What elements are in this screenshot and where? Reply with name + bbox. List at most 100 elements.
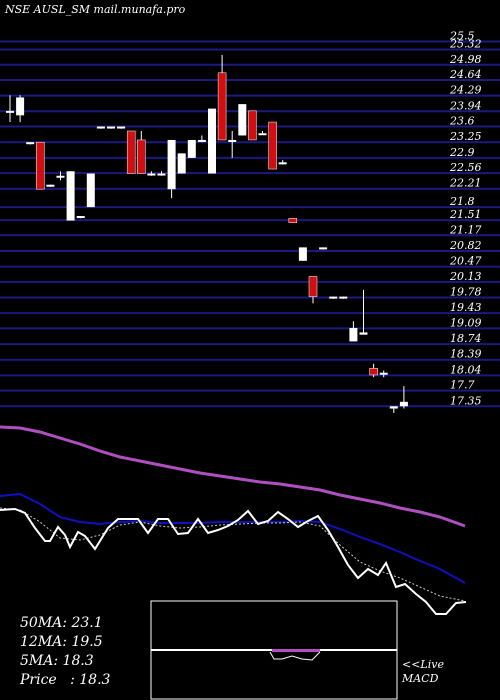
candle (319, 247, 328, 250)
candle (308, 276, 318, 304)
candle-body-down (268, 121, 277, 170)
price-stat: Price : 18.3 (20, 672, 111, 688)
candle-body-up (228, 139, 237, 142)
candles (6, 54, 408, 413)
ma5-stat: 5MA: 18.3 (20, 653, 94, 669)
moving-average-stats: 50MA: 23.1 12MA: 19.5 5MA: 18.3 Price : … (20, 614, 110, 690)
y-tick-label: 21.17 (449, 223, 482, 236)
macd-label: <<Live MACD (402, 658, 444, 685)
candle-body-up (6, 110, 14, 113)
candle-body-up (208, 108, 216, 174)
y-tick-label: 20.47 (449, 255, 482, 268)
candle-body-up (56, 175, 65, 178)
candle (76, 216, 85, 219)
candle-body-up (187, 139, 196, 158)
candle (399, 386, 408, 409)
candle-body-up (359, 332, 368, 335)
candle-body-up (157, 173, 166, 176)
candle (208, 108, 216, 174)
candle-body-up (167, 139, 176, 190)
candle (126, 130, 136, 174)
candle-body-up (329, 296, 338, 299)
candle (107, 126, 115, 129)
price-axis: 25.525.32 24.98 24.64 24.29 23.94 23.6 23.25 22… (449, 29, 482, 407)
ticker-title: NSE AUSL_SM mail.munafa.pro (5, 3, 186, 16)
candle-body-up (117, 126, 126, 129)
y-tick-label: 18.39 (450, 348, 482, 361)
candle (329, 296, 338, 299)
y-tick-label: 21.51 (449, 208, 482, 221)
y-tick-label: 25.5 (449, 29, 475, 42)
candle (379, 370, 388, 378)
candle-body-down (248, 110, 257, 141)
candle (16, 95, 25, 123)
candle (26, 142, 35, 145)
candle (147, 171, 156, 176)
y-tick-label: 20.82 (449, 239, 482, 252)
candle (46, 184, 55, 187)
candle-body-up (177, 153, 186, 174)
candle (86, 173, 95, 208)
indicator-panel (0, 425, 467, 615)
candle (157, 171, 166, 176)
candle (268, 121, 277, 170)
candle-body-down (288, 218, 298, 224)
candle-body-up (278, 162, 287, 165)
candle (278, 160, 287, 165)
candle (258, 131, 267, 136)
candle-body-up (258, 133, 267, 136)
candle-body-up (399, 401, 408, 407)
candle (298, 247, 307, 261)
y-tick-label: 19.43 (450, 301, 482, 314)
y-tick-label: 23.94 (449, 99, 482, 112)
candle-body-up (26, 142, 35, 145)
y-tick-label: 24.64 (449, 68, 482, 81)
candle-body-down (137, 139, 146, 174)
ma5-line (0, 507, 466, 602)
ma50-stat: 50MA: 23.1 (20, 615, 103, 631)
ma12-stat: 12MA: 19.5 (20, 634, 103, 650)
candle-body-up (76, 216, 85, 219)
candle (66, 171, 75, 221)
candle (288, 218, 298, 224)
candle-body-up (319, 247, 328, 250)
ma50-line (0, 425, 466, 528)
y-tick-label: 24.29 (449, 84, 482, 97)
candle (359, 289, 368, 335)
y-tick-label: 19.09 (450, 316, 482, 329)
candle-body-up (147, 173, 156, 176)
candle-body-up (379, 372, 388, 375)
y-tick-label: 23.6 (449, 115, 475, 128)
candle-body-up (298, 247, 307, 261)
candle (349, 321, 358, 342)
candle (248, 110, 257, 141)
y-tick-label: 23.25 (449, 130, 482, 143)
y-tick-label: 22.9 (449, 146, 475, 159)
candle (56, 171, 65, 181)
candle-body-up (96, 126, 105, 129)
price-line (0, 507, 467, 615)
candle-body-up (238, 104, 247, 136)
y-tick-label: 17.7 (450, 379, 475, 392)
candle-body-up (349, 327, 358, 342)
candle-body-down (36, 141, 45, 190)
candle-body-up (389, 406, 398, 409)
candle (96, 126, 105, 129)
macd-histogram (272, 649, 320, 652)
macd-signal-line (269, 651, 321, 661)
candle (137, 131, 146, 174)
y-tick-label: 20.13 (449, 270, 482, 283)
candle-body-up (86, 173, 95, 208)
candle-body-up (197, 139, 206, 142)
candle (389, 406, 398, 413)
candle-body-down (126, 130, 136, 174)
candle-body-down (369, 367, 378, 376)
candle (217, 54, 227, 141)
candle (197, 135, 206, 143)
candle-body-up (46, 184, 55, 187)
y-tick-label: 22.21 (449, 177, 482, 190)
y-tick-label: 25.32 (449, 38, 482, 51)
candle-body-up (339, 296, 348, 299)
candle (238, 104, 247, 136)
